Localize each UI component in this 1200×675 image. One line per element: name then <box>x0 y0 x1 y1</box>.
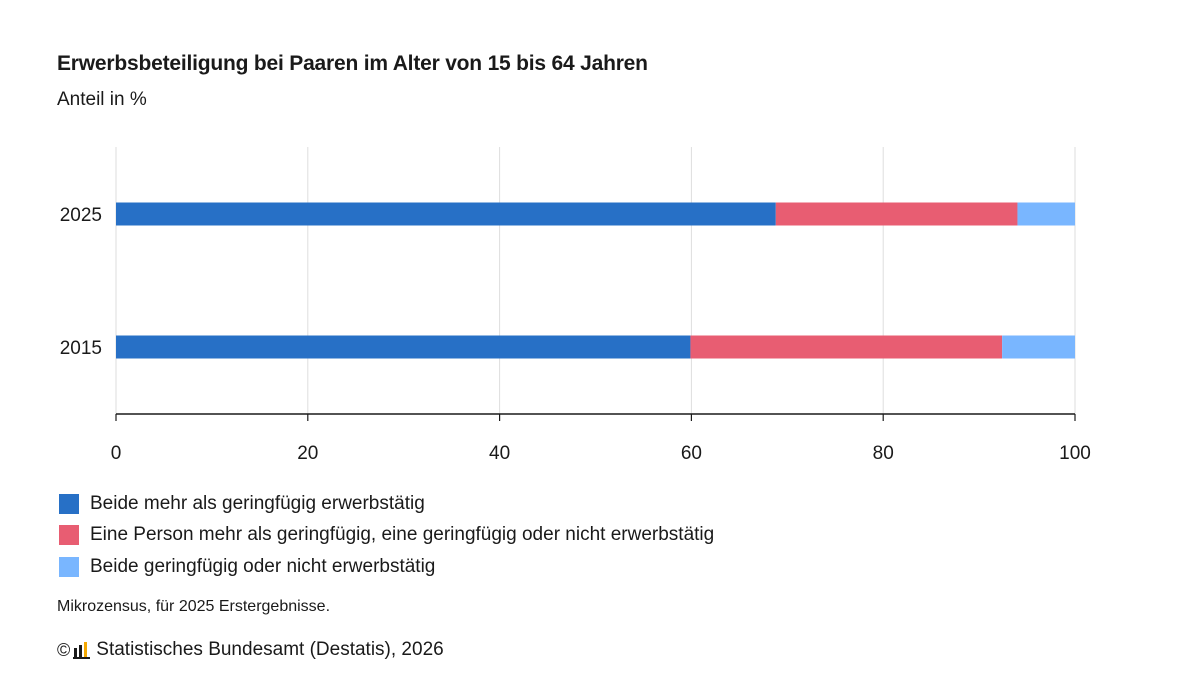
bar-segment <box>1002 335 1075 359</box>
x-tick-label: 40 <box>489 443 510 464</box>
legend-swatch <box>59 493 79 514</box>
x-tick-label: 100 <box>1059 443 1091 464</box>
chart-subtitle: Anteil in % <box>57 89 147 110</box>
source-text: Statistisches Bundesamt (Destatis), 2026 <box>96 639 444 660</box>
legend-item: Eine Person mehr als geringfügig, eine g… <box>59 520 714 552</box>
legend-item: Beide geringfügig oder nicht erwerbstäti… <box>59 551 714 583</box>
category-label: 2025 <box>60 205 102 226</box>
legend-label: Eine Person mehr als geringfügig, eine g… <box>90 524 715 546</box>
chart-title: Erwerbsbeteiligung bei Paaren im Alter v… <box>57 52 648 75</box>
legend-item: Beide mehr als geringfügig erwerbstätig <box>59 488 714 520</box>
category-labels: 2025 2015 <box>60 205 102 359</box>
x-tick-label: 60 <box>681 443 702 464</box>
x-tick-label: 20 <box>297 443 318 464</box>
category-label: 2015 <box>60 338 102 359</box>
footnote: Mikrozensus, für 2025 Erstergebnisse. <box>57 598 331 615</box>
destatis-logo-icon <box>73 641 91 659</box>
x-tick-label: 0 <box>111 443 122 464</box>
bar-segment <box>116 202 776 226</box>
legend: Beide mehr als geringfügig erwerbstätig E… <box>59 488 714 583</box>
x-tick-label: 80 <box>873 443 894 464</box>
bar-segment <box>116 335 691 359</box>
stacked-bar-chart: 0 20 40 60 80 100 2025 2015 <box>60 147 1091 464</box>
x-axis: 0 20 40 60 80 100 <box>111 413 1091 464</box>
source-line: © Statistisches Bundesamt (Destatis), 20… <box>57 639 444 661</box>
copyright-icon: © <box>57 639 71 660</box>
legend-swatch <box>59 556 79 577</box>
grid-lines <box>115 147 1076 414</box>
bar-segment <box>775 202 1018 226</box>
legend-swatch <box>59 525 79 546</box>
legend-label: Beide geringfügig oder nicht erwerbstäti… <box>90 555 436 577</box>
bar-segment <box>690 335 1003 359</box>
legend-label: Beide mehr als geringfügig erwerbstätig <box>90 492 425 514</box>
bar-segment <box>1017 202 1075 226</box>
bars <box>116 202 1075 359</box>
